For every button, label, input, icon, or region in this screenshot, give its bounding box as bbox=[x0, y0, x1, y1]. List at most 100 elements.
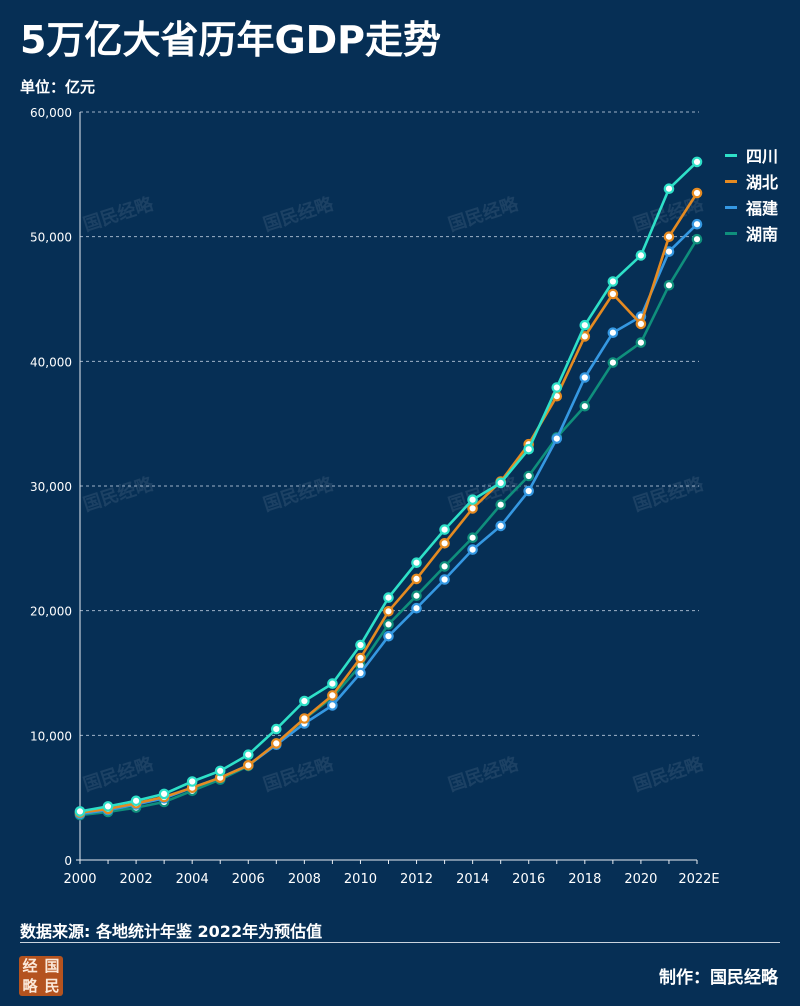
data-point bbox=[186, 776, 198, 787]
data-point bbox=[439, 524, 450, 535]
y-tick-label: 40,000 bbox=[30, 355, 72, 369]
logo-char: 民 bbox=[44, 976, 60, 995]
series-line bbox=[79, 192, 699, 814]
watermark-text: 国民经略 bbox=[81, 472, 157, 515]
data-point bbox=[691, 218, 703, 230]
x-tick-label: 2002 bbox=[120, 872, 153, 887]
x-tick-label: 2010 bbox=[344, 872, 377, 887]
data-point bbox=[663, 231, 675, 242]
watermark-text: 国民经略 bbox=[446, 192, 522, 235]
data-point bbox=[270, 738, 282, 749]
legend-swatch bbox=[725, 153, 737, 157]
x-tick-label: 2006 bbox=[232, 872, 265, 887]
x-tick-label: 2012 bbox=[400, 872, 433, 887]
data-point bbox=[635, 318, 647, 330]
watermark-text: 国民经略 bbox=[631, 192, 707, 235]
legend-label: 湖北 bbox=[746, 173, 779, 192]
legend-swatch bbox=[725, 179, 737, 183]
series-line bbox=[79, 238, 699, 817]
watermark-text: 国民经略 bbox=[631, 472, 707, 515]
legend-item: 湖北 bbox=[725, 168, 778, 194]
watermark-text: 国民经略 bbox=[446, 752, 522, 795]
data-point bbox=[467, 494, 478, 505]
data-point bbox=[214, 765, 226, 777]
y-tick-label: 50,000 bbox=[30, 231, 72, 245]
data-point bbox=[495, 499, 506, 510]
page-title: 5万亿大省历年GDP走势 bbox=[20, 18, 442, 62]
watermark-text: 国民经略 bbox=[261, 752, 337, 795]
y-tick-label: 10,000 bbox=[30, 729, 72, 743]
legend-item: 四川 bbox=[725, 142, 778, 168]
data-point bbox=[691, 233, 703, 245]
data-point bbox=[243, 749, 254, 760]
legend-item: 福建 bbox=[725, 194, 778, 220]
footer-divider bbox=[20, 942, 780, 943]
data-point bbox=[523, 485, 534, 497]
data-point bbox=[383, 605, 394, 617]
x-tick-label: 2020 bbox=[624, 872, 657, 887]
watermark-text: 国民经略 bbox=[81, 192, 157, 235]
series-福建 bbox=[74, 218, 703, 820]
chart-legend: 四川湖北福建湖南 bbox=[725, 142, 778, 246]
data-point bbox=[74, 806, 86, 817]
logo-char: 经 bbox=[22, 956, 38, 975]
data-point bbox=[635, 337, 647, 348]
logo-char: 略 bbox=[22, 976, 38, 995]
data-point bbox=[691, 156, 703, 168]
series-line bbox=[79, 160, 698, 813]
data-point bbox=[663, 279, 675, 291]
data-point bbox=[579, 372, 591, 383]
data-point bbox=[355, 667, 366, 679]
data-point bbox=[523, 470, 534, 482]
legend-item: 湖南 bbox=[725, 220, 778, 246]
data-point bbox=[663, 183, 675, 194]
data-point bbox=[551, 433, 563, 444]
series-line bbox=[79, 223, 698, 816]
x-tick-label: 2018 bbox=[568, 872, 601, 887]
y-tick-label: 0 bbox=[64, 854, 72, 868]
data-point bbox=[467, 503, 478, 514]
data-point bbox=[327, 700, 338, 711]
data-point bbox=[243, 759, 254, 771]
legend-label: 福建 bbox=[746, 199, 779, 218]
y-tick-label: 30,000 bbox=[30, 480, 72, 494]
data-point bbox=[355, 639, 366, 651]
data-point bbox=[383, 619, 394, 630]
series-湖南 bbox=[74, 233, 703, 821]
data-point bbox=[383, 592, 394, 603]
x-tick-label: 2022E bbox=[678, 872, 719, 887]
data-point bbox=[130, 795, 142, 807]
data-point bbox=[495, 520, 506, 532]
x-tick-label: 2004 bbox=[176, 872, 209, 887]
series-湖北 bbox=[74, 187, 703, 818]
data-point bbox=[439, 561, 450, 572]
x-tick-label: 2014 bbox=[456, 872, 489, 887]
data-point bbox=[579, 319, 591, 331]
data-source-note: 数据来源: 各地统计年鉴 2022年为预估值 bbox=[20, 922, 323, 941]
unit-label: 单位：亿元 bbox=[20, 78, 96, 96]
data-point bbox=[327, 690, 338, 701]
legend-swatch bbox=[725, 205, 737, 209]
logo-char: 国 bbox=[44, 956, 60, 975]
data-point bbox=[383, 630, 394, 642]
watermark-text: 国民经略 bbox=[261, 472, 337, 515]
data-point bbox=[158, 788, 170, 800]
data-point bbox=[607, 327, 619, 338]
data-point bbox=[355, 652, 366, 664]
y-tick-label: 20,000 bbox=[30, 605, 72, 619]
data-point bbox=[495, 477, 506, 489]
data-point bbox=[691, 187, 703, 199]
data-point bbox=[411, 573, 422, 585]
data-point bbox=[439, 574, 450, 585]
data-point bbox=[411, 557, 422, 568]
watermark-text: 国民经略 bbox=[261, 192, 337, 235]
data-point bbox=[411, 602, 422, 614]
data-point bbox=[467, 544, 478, 555]
data-point bbox=[327, 678, 338, 689]
x-tick-label: 2000 bbox=[63, 872, 96, 887]
data-point bbox=[607, 288, 619, 300]
series-四川 bbox=[74, 156, 703, 817]
legend-swatch bbox=[725, 231, 737, 235]
data-point bbox=[579, 400, 591, 412]
